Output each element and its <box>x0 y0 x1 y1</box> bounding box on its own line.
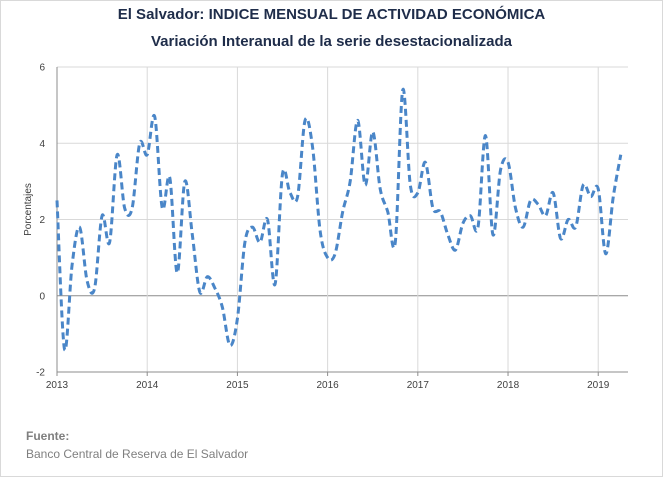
x-tick-label: 2015 <box>226 380 249 391</box>
y-tick-label: 2 <box>39 215 45 226</box>
chart-series <box>55 88 623 352</box>
x-tick-label: 2014 <box>136 380 159 391</box>
x-tick-label: 2013 <box>46 380 69 391</box>
y-tick-label: 0 <box>39 291 45 302</box>
chart-gridlines <box>56 66 628 373</box>
y-tick-label: -2 <box>36 368 45 379</box>
y-tick-label: 4 <box>39 139 45 150</box>
x-tick-label: 2017 <box>407 380 430 391</box>
x-tick-label: 2019 <box>587 380 610 391</box>
source-heading: Fuente: <box>26 429 70 443</box>
source-text: Banco Central de Reserva de El Salvador <box>26 447 249 461</box>
y-tick-label: 6 <box>39 63 45 74</box>
chart-axes <box>56 67 628 376</box>
x-tick-labels: 2013 2014 2015 2016 2017 2018 2019 <box>46 380 610 391</box>
chart-title: El Salvador: INDICE MENSUAL DE ACTIVIDAD… <box>117 6 546 23</box>
series-line-0 <box>55 88 623 352</box>
y-axis-label: Porcentajes <box>23 183 34 236</box>
x-tick-label: 2018 <box>497 380 520 391</box>
chart-subtitle: Variación Interanual de la serie desesta… <box>151 33 512 50</box>
x-tick-label: 2016 <box>316 380 339 391</box>
y-tick-labels: -2 0 2 4 6 <box>36 63 45 379</box>
